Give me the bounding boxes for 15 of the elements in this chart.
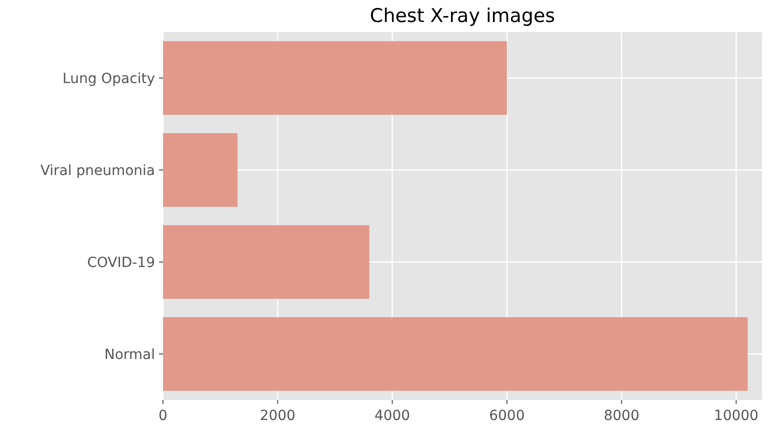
chart-title: Chest X-ray images (370, 5, 556, 27)
x-tick-label: 4000 (374, 408, 410, 424)
bar (163, 41, 507, 115)
y-tick-label: COVID-19 (87, 255, 155, 271)
x-tick-label: 0 (158, 408, 168, 424)
x-tick-label: 6000 (489, 408, 525, 424)
x-tick-label: 10000 (714, 408, 758, 424)
x-tick-label: 2000 (260, 408, 296, 424)
y-tick-label: Viral pneumonia (40, 163, 155, 179)
y-tick-label: Lung Opacity (62, 71, 155, 87)
bar (163, 317, 748, 391)
bar (163, 225, 370, 299)
bar (163, 133, 238, 207)
x-tick-label: 8000 (604, 408, 640, 424)
y-tick-label: Normal (104, 347, 155, 363)
